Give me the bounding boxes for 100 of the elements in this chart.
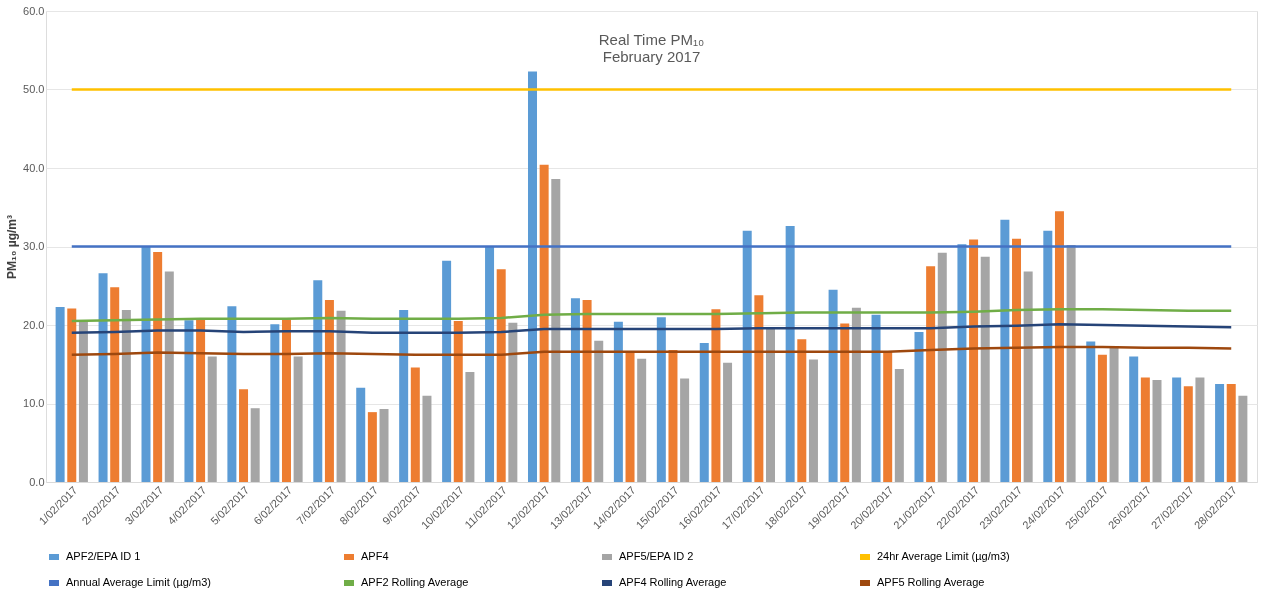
- bar: [313, 280, 323, 482]
- bar: [1097, 354, 1107, 482]
- legend-label: APF5 Rolling Average: [877, 576, 985, 588]
- y-tick-label: 40.0: [23, 161, 45, 174]
- bar: [613, 321, 623, 482]
- text: February 2017: [602, 48, 701, 65]
- bar: [422, 395, 432, 482]
- bar: [1215, 383, 1225, 482]
- legend-label: APF4 Rolling Average: [619, 576, 727, 588]
- bar: [250, 408, 260, 482]
- bar: [78, 321, 88, 482]
- bar: [1172, 377, 1182, 482]
- legend-label: APF2 Rolling Average: [361, 576, 469, 588]
- legend-label: APF5/EPA ID 2: [619, 550, 694, 562]
- bar: [1023, 271, 1033, 482]
- bar: [239, 389, 249, 482]
- y-tick-label: 0.0: [29, 475, 45, 488]
- bar: [914, 332, 924, 482]
- bar: [797, 339, 807, 482]
- bar: [1000, 219, 1010, 482]
- bar: [551, 178, 561, 482]
- bar: [840, 323, 850, 482]
- bar: [570, 298, 580, 482]
- bar: [742, 230, 752, 482]
- bar: [582, 299, 592, 482]
- bar: [1012, 238, 1022, 482]
- bar: [465, 372, 475, 482]
- bar: [625, 351, 635, 482]
- bar: [699, 343, 709, 482]
- bar: [1043, 230, 1053, 482]
- bar: [270, 324, 280, 482]
- y-tick-label: 10.0: [23, 397, 45, 409]
- bar: [1129, 356, 1139, 482]
- y-tick-label: 20.0: [23, 318, 45, 331]
- bar: [528, 71, 537, 482]
- bar: [98, 273, 108, 482]
- legend-label: APF4: [361, 550, 389, 562]
- bar: [668, 350, 678, 482]
- line-series: [70, 345, 1233, 357]
- bar: [883, 351, 893, 482]
- bar: [324, 299, 334, 482]
- bar: [1140, 377, 1150, 482]
- bar: [121, 310, 131, 482]
- legend-label: Annual Average Limit (µg/m3): [66, 576, 211, 588]
- line-series: [70, 308, 1233, 323]
- legend-label: 24hr Average Limit (µg/m3): [877, 550, 1010, 562]
- bar: [281, 319, 291, 482]
- bar: [141, 246, 151, 482]
- bar: [410, 367, 420, 482]
- bar: [1195, 377, 1205, 482]
- bar: [379, 409, 389, 482]
- bar: [969, 239, 979, 482]
- y-tick-label: 60.0: [23, 4, 45, 17]
- bar: [399, 310, 409, 482]
- bar: [485, 246, 495, 482]
- bar: [336, 310, 346, 482]
- bar: [594, 340, 604, 482]
- bar: [496, 269, 506, 482]
- bar: [196, 318, 206, 482]
- legend-label: APF2/EPA ID 1: [66, 550, 141, 562]
- text: Real Time PM₁₀: [598, 31, 705, 48]
- bar: [894, 368, 904, 482]
- bar: [442, 260, 452, 482]
- bar: [711, 309, 721, 482]
- bar: [980, 256, 990, 482]
- bar: [766, 328, 775, 482]
- bar: [153, 252, 163, 482]
- bar: [539, 164, 549, 482]
- bar: [656, 317, 666, 482]
- bar: [67, 308, 77, 482]
- bar: [1086, 341, 1096, 482]
- bar: [957, 244, 967, 482]
- bar: [293, 356, 303, 482]
- y-tick-label: 30.0: [23, 240, 45, 252]
- bar: [851, 307, 861, 482]
- bar: [637, 358, 647, 482]
- bar: [453, 321, 463, 482]
- bar: [828, 289, 838, 482]
- bar: [356, 387, 366, 482]
- bar: [680, 378, 690, 482]
- bar: [754, 295, 764, 482]
- bar: [1183, 386, 1193, 482]
- bar: [1109, 347, 1119, 482]
- bar: [227, 306, 237, 482]
- bar: [207, 356, 217, 482]
- bar: [1226, 383, 1236, 482]
- bar: [871, 314, 881, 482]
- bar: [164, 271, 174, 482]
- bar: [55, 306, 65, 482]
- bar: [937, 252, 947, 482]
- line-series: [70, 322, 1233, 335]
- bar: [367, 412, 377, 482]
- bar: [1152, 379, 1162, 482]
- bar: [184, 320, 194, 482]
- bar: [1238, 395, 1248, 482]
- y-tick-label: 50.0: [23, 83, 45, 95]
- bar: [1054, 211, 1064, 482]
- bar: [110, 287, 120, 482]
- bar: [808, 359, 818, 482]
- bar: [785, 226, 795, 482]
